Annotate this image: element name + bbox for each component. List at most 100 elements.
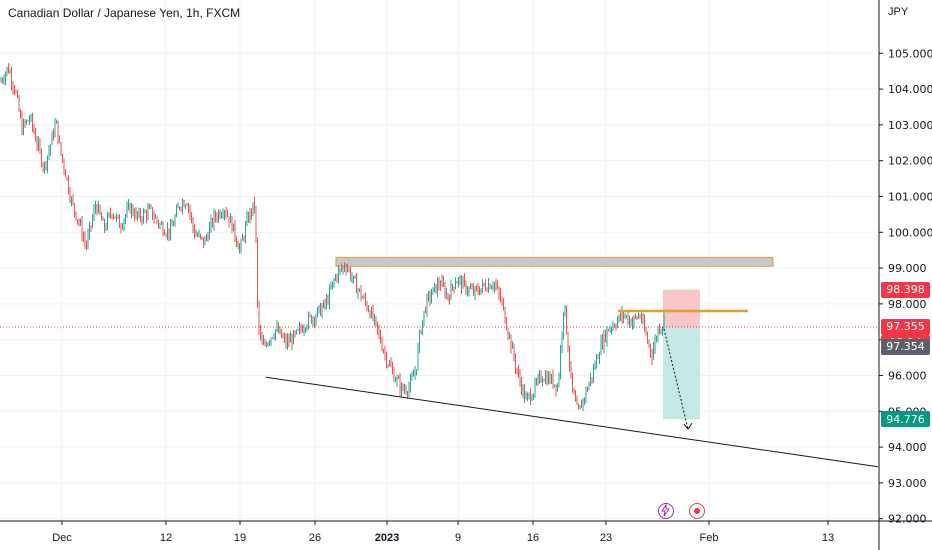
candle-down bbox=[32, 115, 33, 127]
candle-down bbox=[212, 219, 213, 226]
record-icon[interactable] bbox=[689, 503, 705, 519]
candle-up bbox=[428, 294, 429, 297]
candle-up bbox=[606, 329, 608, 341]
candle-up bbox=[426, 296, 428, 312]
candle-up bbox=[657, 327, 659, 339]
candle-up bbox=[224, 211, 225, 215]
candle-down bbox=[114, 216, 116, 219]
candle-up bbox=[333, 279, 335, 283]
candle-up bbox=[249, 210, 251, 222]
candle-down bbox=[192, 218, 194, 229]
candle-up bbox=[480, 288, 482, 294]
candle-up bbox=[458, 278, 459, 283]
candle-down bbox=[477, 288, 479, 292]
candle-down bbox=[510, 335, 512, 349]
candle-down bbox=[620, 315, 621, 319]
candle-down bbox=[285, 337, 287, 346]
candle-down bbox=[425, 310, 426, 312]
candle-down bbox=[648, 341, 650, 345]
candle-down bbox=[519, 373, 521, 382]
candle-down bbox=[581, 405, 582, 408]
lightning-icon[interactable] bbox=[658, 503, 674, 519]
candle-down bbox=[140, 211, 141, 219]
candle-up bbox=[554, 384, 555, 387]
candle-up bbox=[522, 387, 524, 393]
candle-up bbox=[339, 268, 341, 270]
candle-up bbox=[330, 287, 332, 289]
candle-down bbox=[530, 393, 531, 401]
candle-down bbox=[24, 121, 26, 124]
candle-up bbox=[389, 363, 390, 366]
candle-down bbox=[281, 329, 282, 338]
candle-down bbox=[513, 345, 515, 358]
candle-up bbox=[143, 211, 144, 221]
bid-price-badge: 97.354 bbox=[881, 338, 930, 355]
candle-up bbox=[174, 216, 176, 225]
x-tick-label: 2023 bbox=[375, 532, 399, 544]
candle-up bbox=[71, 198, 72, 201]
candle-up bbox=[206, 236, 207, 238]
candle-down bbox=[602, 340, 603, 348]
candle-down bbox=[387, 364, 389, 366]
price-axis[interactable]: 92.00093.00094.00095.00096.00097.00098.0… bbox=[878, 0, 932, 550]
candle-up bbox=[512, 345, 513, 349]
candle-up bbox=[459, 278, 461, 280]
candle-up bbox=[509, 335, 510, 337]
candle-down bbox=[129, 204, 131, 213]
chart-title: Canadian Dollar / Japanese Yen, 1h, FXCM bbox=[8, 6, 241, 20]
candle-down bbox=[84, 237, 86, 244]
candle-up bbox=[396, 377, 398, 382]
candle-up bbox=[534, 381, 536, 394]
candle-up bbox=[38, 142, 39, 146]
candle-down bbox=[81, 221, 83, 238]
candle-up bbox=[299, 326, 300, 330]
candle-up bbox=[363, 296, 365, 298]
candle-down bbox=[228, 216, 230, 223]
candle-down bbox=[360, 289, 362, 298]
candle-down bbox=[119, 216, 120, 228]
candle-up bbox=[47, 156, 48, 167]
candle-up bbox=[663, 319, 665, 327]
candle-up bbox=[474, 287, 476, 295]
candle-down bbox=[549, 375, 551, 383]
candle-down bbox=[444, 285, 446, 296]
candle-up bbox=[102, 219, 104, 221]
candle-up bbox=[434, 284, 435, 288]
candle-down bbox=[260, 329, 261, 336]
candle-up bbox=[159, 224, 161, 226]
candle-down bbox=[18, 97, 20, 111]
candle-up bbox=[315, 316, 317, 322]
candle-down bbox=[635, 316, 636, 318]
x-tick-label: 16 bbox=[527, 532, 539, 544]
candle-up bbox=[611, 328, 612, 330]
candle-up bbox=[537, 377, 539, 383]
candle-up bbox=[338, 269, 339, 279]
candle-up bbox=[662, 326, 663, 330]
time-axis[interactable]: Dec 12 19 26 2023 9 16 23 Feb 13 bbox=[0, 520, 932, 544]
candle-up bbox=[149, 206, 150, 209]
x-tick-label: 12 bbox=[160, 532, 172, 544]
candle-down bbox=[627, 315, 629, 323]
candle-up bbox=[293, 331, 294, 345]
candle-down bbox=[354, 275, 356, 279]
candle-down bbox=[578, 404, 579, 410]
candle-down bbox=[486, 289, 488, 291]
y-tick-label: 98.000 bbox=[888, 298, 927, 311]
candle-up bbox=[539, 374, 540, 378]
candle-down bbox=[365, 296, 366, 303]
candle-up bbox=[548, 375, 549, 384]
candle-up bbox=[629, 319, 630, 323]
candle-down bbox=[291, 337, 293, 345]
candle-down bbox=[479, 291, 480, 294]
candle-down bbox=[86, 243, 87, 246]
candle-up bbox=[371, 309, 372, 317]
candle-down bbox=[645, 329, 647, 335]
candle-down bbox=[503, 301, 504, 308]
candle-up bbox=[267, 342, 269, 346]
candle-down bbox=[90, 225, 92, 227]
candle-up bbox=[107, 215, 108, 228]
candle-down bbox=[495, 283, 497, 287]
candle-down bbox=[587, 389, 588, 390]
candle-down bbox=[15, 91, 17, 93]
